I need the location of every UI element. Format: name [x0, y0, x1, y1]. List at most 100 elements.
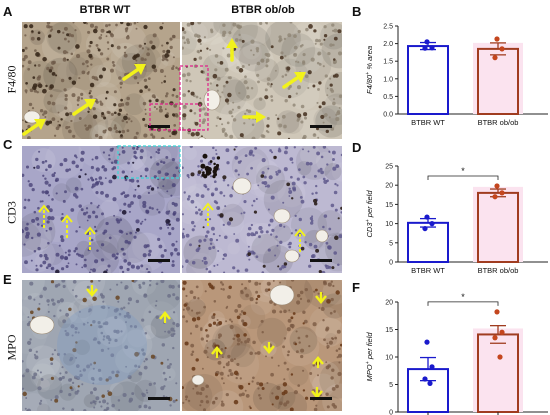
bar-highlight: [473, 186, 523, 262]
yellow-arrow-icon: [226, 38, 238, 62]
column-title-ob: BTBR ob/ob: [231, 4, 295, 16]
data-point: [424, 214, 430, 220]
x-tick-label: BTBR ob/ob: [478, 266, 519, 275]
y-tick-label: 1.5: [383, 59, 393, 66]
chart-f-mpo-count: 0 5 10 15 20 MPO+ per field *: [365, 292, 548, 415]
vessel-lumen: [315, 229, 329, 243]
bar-ob: [477, 47, 519, 116]
panel-letter-a: A: [3, 4, 13, 19]
vessel-lumen: [273, 208, 291, 224]
scale-bar: [310, 259, 332, 262]
data-point: [422, 376, 428, 382]
y-tick-label: 15: [385, 202, 393, 209]
y-tick-label: 0.0: [383, 112, 393, 119]
data-point: [499, 46, 505, 52]
vessel-lumen: [203, 89, 221, 111]
significance-star: *: [461, 166, 465, 176]
data-point: [492, 55, 498, 61]
vessel-lumen: [198, 136, 206, 139]
yellow-arrow-icon: [242, 111, 266, 123]
row-label-mpo: MPO: [4, 334, 19, 361]
vessel-lumen: [232, 177, 252, 195]
y-axis-label: MPO+ per field: [365, 332, 374, 382]
data-point: [492, 194, 498, 200]
chart-b-f480-area: 0.0 0.5 1.0 1.5 2.0 2.5 F4/80+ % area BTBR WT BT…: [365, 24, 548, 127]
scale-bar: [148, 397, 170, 400]
micrograph-f480-ob: [182, 22, 342, 139]
row-label-f480: F4/80: [4, 65, 19, 94]
y-tick-label: 20: [385, 183, 393, 190]
yellow-arrow-icon: [211, 346, 223, 358]
micrograph-mpo-wt: [22, 280, 180, 411]
yellow-arrow-icon: [86, 285, 98, 297]
yellow-arrow-icon: [312, 356, 324, 368]
yellow-arrow-icon: [202, 202, 214, 226]
x-tick-label: BTBR WT: [411, 118, 445, 127]
micrograph-f480-wt: [22, 22, 180, 139]
micrograph-cd3-wt: [22, 146, 180, 273]
panel-letter-c: C: [3, 137, 13, 152]
bar-highlight: [473, 328, 523, 412]
data-point: [429, 221, 435, 227]
yellow-arrow-icon: [315, 292, 327, 304]
y-axis-label: F4/80+ % area: [365, 46, 374, 94]
vessel-lumen: [191, 374, 205, 386]
bar-wt: [407, 221, 449, 263]
yellow-arrow-icon: [294, 228, 306, 252]
data-point: [499, 329, 505, 335]
micrograph-cd3-ob: [182, 146, 342, 273]
bar-ob: [477, 191, 519, 264]
chart-letter-f: F: [352, 280, 360, 295]
micrograph-mpo-ob: [182, 280, 342, 411]
data-point: [497, 354, 503, 360]
data-point: [427, 380, 433, 386]
data-point: [422, 225, 428, 232]
vessel-lumen: [269, 284, 295, 306]
y-tick-label: 25: [385, 164, 393, 171]
yellow-arrow-icon: [61, 214, 73, 238]
yellow-arrow-icon: [122, 64, 146, 81]
y-tick-label: 5: [389, 382, 393, 389]
y-tick-label: 5: [389, 240, 393, 247]
data-point: [492, 335, 498, 341]
y-tick-label: 0: [389, 260, 393, 267]
chart-d-cd3-count: 0 5 10 15 20 25 CD3+ per field BTBR WT BTBR ob/o…: [365, 164, 548, 275]
data-point: [494, 36, 500, 42]
y-tick-label: 1.0: [383, 76, 393, 83]
significance-bracket: [427, 175, 499, 180]
chart-letter-d: D: [352, 140, 362, 155]
y-tick-label: 10: [385, 355, 393, 362]
data-point: [429, 364, 435, 370]
data-point: [424, 339, 430, 345]
yellow-arrow-icon: [38, 204, 50, 228]
y-tick-label: 15: [385, 327, 393, 334]
column-title-wt: BTBR WT: [79, 4, 131, 16]
y-tick-label: 0.5: [383, 94, 393, 101]
y-tick-label: 0: [389, 410, 393, 415]
x-tick-label: BTBR WT: [411, 266, 445, 275]
yellow-arrow-icon: [84, 226, 96, 250]
significance-star: *: [461, 292, 465, 302]
scale-bar: [310, 125, 332, 128]
data-point: [494, 309, 500, 315]
y-tick-label: 2.0: [383, 41, 393, 48]
yellow-arrow-icon: [22, 119, 46, 136]
panel-letter-e: E: [3, 272, 12, 287]
yellow-arrow-icon: [159, 311, 171, 323]
yellow-arrow-icon: [263, 342, 275, 354]
data-point: [422, 45, 428, 51]
y-axis-label: CD3+ per field: [365, 190, 374, 238]
x-tick-label: BTBR ob/ob: [478, 118, 519, 127]
scale-bar: [148, 125, 170, 128]
scale-bar: [310, 397, 332, 400]
bar-ob: [477, 333, 519, 414]
bar-wt: [407, 45, 449, 115]
data-point: [494, 183, 500, 189]
significance-bracket: [427, 301, 499, 306]
yellow-arrow-icon: [282, 72, 306, 89]
data-point: [499, 190, 505, 196]
y-tick-label: 20: [385, 300, 393, 307]
data-point: [424, 39, 430, 45]
y-tick-label: 2.5: [383, 24, 393, 31]
scale-bar: [148, 259, 170, 262]
